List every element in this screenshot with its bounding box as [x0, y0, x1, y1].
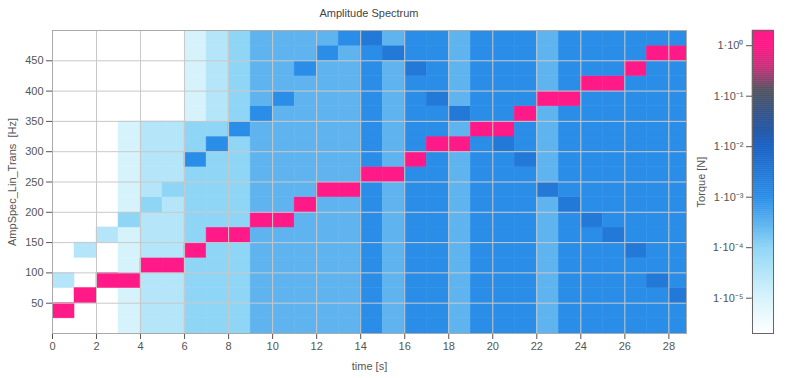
svg-text:10: 10 [267, 340, 279, 352]
svg-text:12: 12 [311, 340, 323, 352]
svg-text:100: 100 [25, 266, 43, 278]
svg-text:28: 28 [663, 340, 675, 352]
svg-text:0: 0 [49, 340, 55, 352]
svg-text:AmpSpec_Lin_Trans [Hz]: AmpSpec_Lin_Trans [Hz] [6, 118, 18, 246]
svg-text:20: 20 [487, 340, 499, 352]
svg-text:1·10⁰: 1·10⁰ [717, 39, 743, 51]
svg-text:200: 200 [25, 206, 43, 218]
svg-text:300: 300 [25, 145, 43, 157]
svg-text:400: 400 [25, 85, 43, 97]
svg-text:26: 26 [619, 340, 631, 352]
svg-text:24: 24 [575, 340, 587, 352]
svg-text:250: 250 [25, 176, 43, 188]
svg-text:50: 50 [31, 297, 43, 309]
svg-text:1·10⁻²: 1·10⁻² [714, 140, 744, 152]
svg-text:4: 4 [137, 340, 143, 352]
svg-text:1·10⁻¹: 1·10⁻¹ [714, 90, 744, 102]
svg-text:150: 150 [25, 236, 43, 248]
svg-text:350: 350 [25, 115, 43, 127]
svg-text:6: 6 [182, 340, 188, 352]
svg-text:14: 14 [355, 340, 367, 352]
svg-text:1·10⁻⁴: 1·10⁻⁴ [713, 241, 744, 253]
svg-text:18: 18 [443, 340, 455, 352]
svg-text:450: 450 [25, 54, 43, 66]
svg-text:22: 22 [531, 340, 543, 352]
svg-text:8: 8 [226, 340, 232, 352]
svg-text:time [s]: time [s] [352, 360, 387, 372]
svg-text:1·10⁻⁵: 1·10⁻⁵ [713, 292, 744, 304]
html-text:Amplitude Spectrum: Amplitude Spectrum [319, 7, 419, 19]
svg-text:1·10⁻³: 1·10⁻³ [714, 191, 744, 203]
svg-text:Torque [N]: Torque [N] [695, 157, 707, 208]
svg-text:2: 2 [93, 340, 99, 352]
svg-text:16: 16 [399, 340, 411, 352]
